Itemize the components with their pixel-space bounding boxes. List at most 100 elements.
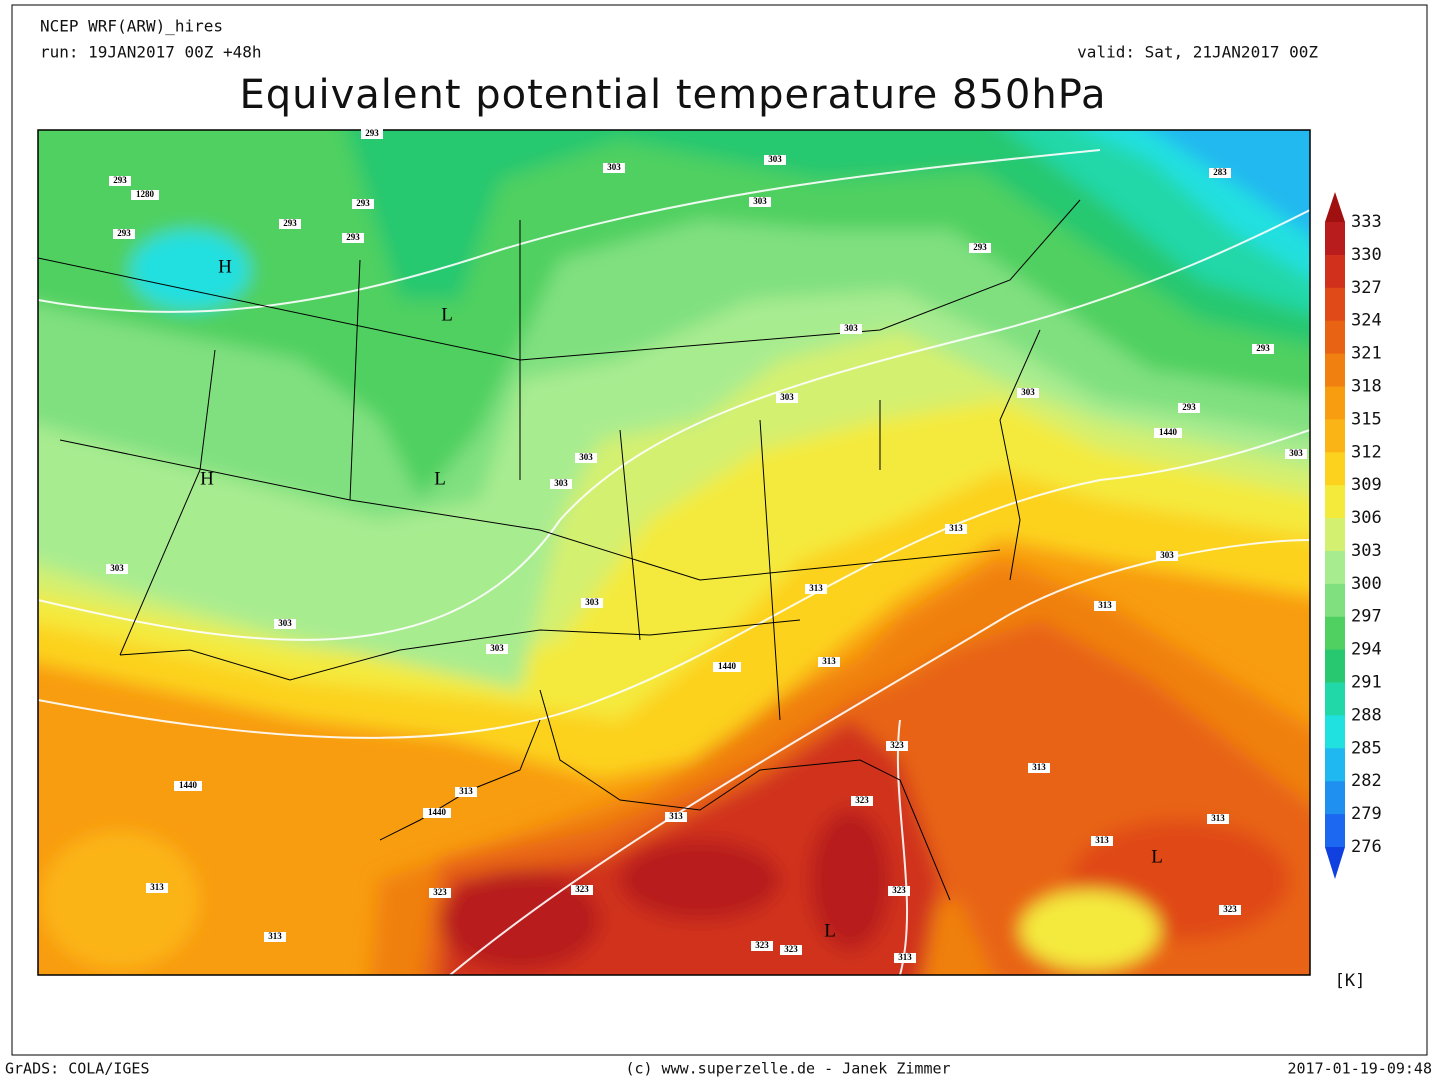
- colorbar-band: [1325, 386, 1345, 420]
- contour-label: 323: [755, 940, 769, 950]
- valid: valid: Sat, 21JAN2017 00Z: [1077, 43, 1318, 62]
- colorbar-band: [1325, 583, 1345, 618]
- contour-label: 303: [753, 196, 767, 206]
- map: [38, 130, 1310, 975]
- contour-label: 303: [1289, 448, 1303, 458]
- label-box: [818, 657, 840, 667]
- label-box: [550, 479, 572, 489]
- label-box: [106, 564, 128, 574]
- colorbar-label: 282: [1351, 771, 1382, 791]
- label-box: [486, 644, 508, 654]
- contour-label: 313: [268, 931, 282, 941]
- colorbar-label: 297: [1351, 607, 1382, 627]
- label-box: [840, 324, 862, 334]
- colorbar-band: [1325, 814, 1345, 848]
- colorbar-band: [1325, 419, 1345, 453]
- contour-label: 303: [490, 643, 504, 653]
- colorbar-band: [1325, 518, 1345, 552]
- title: Equivalent potential temperature 850hPa: [239, 72, 1106, 118]
- label-box: [945, 524, 967, 534]
- colorbar-label: 321: [1351, 344, 1382, 364]
- footer-left: GrADS: COLA/IGES: [5, 1060, 150, 1078]
- label-box: [603, 163, 625, 173]
- map-border: [37, 129, 1311, 976]
- colorbar-band: [1325, 748, 1345, 782]
- colorbar-band: [1325, 550, 1345, 585]
- colorbar-band: [1325, 649, 1345, 684]
- label-box: [1219, 905, 1241, 915]
- contour-label: 1440: [428, 807, 447, 817]
- contour-label: 323: [433, 887, 447, 897]
- colorbar-label: 300: [1351, 574, 1382, 594]
- label-box: [1207, 814, 1229, 824]
- label-box: [174, 781, 202, 791]
- label-box: [575, 453, 597, 463]
- colorbar-label: 324: [1351, 311, 1382, 331]
- pressure-center: L: [434, 468, 446, 489]
- colorbar-label: 285: [1351, 738, 1382, 758]
- contour-label: 323: [890, 740, 904, 750]
- label-box: [1017, 388, 1039, 398]
- colorbar-label: 288: [1351, 705, 1382, 725]
- label-box: [274, 619, 296, 629]
- contour-label: 293: [283, 218, 297, 228]
- colorbar-label: 276: [1351, 837, 1382, 857]
- footer-right: 2017-01-19-09:48: [1288, 1060, 1433, 1078]
- label-box: [1178, 403, 1200, 413]
- contour-label: 313: [822, 656, 836, 666]
- label-box: [1091, 836, 1113, 846]
- colorbar-band: [1325, 452, 1345, 486]
- contour-label: 323: [892, 885, 906, 895]
- contour-label: 323: [784, 944, 798, 954]
- label-box: [851, 796, 873, 806]
- footer-center: (c) www.superzelle.de - Janek Zimmer: [625, 1060, 950, 1078]
- label-box: [279, 219, 301, 229]
- contour-label: 303: [607, 162, 621, 172]
- contour-label: 303: [278, 618, 292, 628]
- colorbar-band: [1325, 715, 1345, 749]
- colorbar-band: [1325, 616, 1345, 651]
- label-box: [361, 129, 383, 139]
- contour-label: 293: [1182, 402, 1196, 412]
- colorbar-label: 291: [1351, 673, 1382, 693]
- contour-label: 303: [844, 323, 858, 333]
- contour-label: 283: [1213, 167, 1227, 177]
- contour-label: 303: [1160, 550, 1174, 560]
- label-box: [776, 393, 798, 403]
- label-box: [423, 808, 451, 818]
- label-box: [1252, 344, 1274, 354]
- colorbar-label: 303: [1351, 541, 1382, 561]
- colorbar-band: [1325, 781, 1345, 815]
- label-box: [665, 812, 687, 822]
- label-box: [264, 932, 286, 942]
- label-box: [342, 233, 364, 243]
- label-box: [713, 662, 741, 672]
- label-box: [764, 155, 786, 165]
- contour-label: 313: [150, 882, 164, 892]
- label-box: [969, 243, 991, 253]
- colorbar-label: 327: [1351, 278, 1382, 298]
- contour-label: 313: [669, 811, 683, 821]
- contour-label: 313: [459, 786, 473, 796]
- label-box: [352, 199, 374, 209]
- contour-label: 293: [117, 228, 131, 238]
- contour-label: 313: [1032, 762, 1046, 772]
- label-box: [749, 197, 771, 207]
- label-box: [1285, 449, 1307, 459]
- model: NCEP WRF(ARW)_hires: [40, 17, 223, 36]
- contour-label: 323: [575, 884, 589, 894]
- colorbar-band: [1325, 353, 1345, 387]
- colorbar-band: [1325, 320, 1345, 355]
- contour-label: 293: [356, 198, 370, 208]
- label-box: [571, 885, 593, 895]
- contour-label: 303: [579, 452, 593, 462]
- run: run: 19JAN2017 00Z +48h: [40, 43, 262, 62]
- label-box: [805, 584, 827, 594]
- contour-label: 1440: [179, 780, 198, 790]
- colorbar-label: 312: [1351, 442, 1382, 462]
- contour-label: 303: [554, 478, 568, 488]
- label-box: [886, 741, 908, 751]
- contour-label: 293: [1256, 343, 1270, 353]
- colorbar-label: 318: [1351, 376, 1382, 396]
